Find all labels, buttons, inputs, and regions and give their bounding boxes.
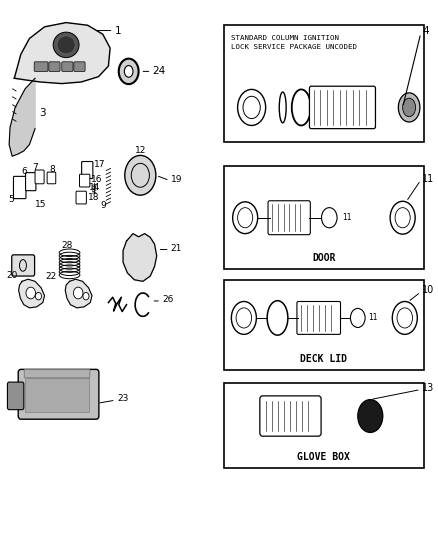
Text: 11: 11 bbox=[368, 313, 378, 322]
Text: 24: 24 bbox=[152, 67, 166, 76]
Text: 9: 9 bbox=[100, 201, 106, 210]
Text: 15: 15 bbox=[35, 200, 47, 209]
FancyBboxPatch shape bbox=[76, 191, 86, 204]
FancyBboxPatch shape bbox=[74, 62, 85, 71]
Polygon shape bbox=[65, 279, 92, 308]
Text: GLOVE BOX: GLOVE BOX bbox=[297, 451, 350, 462]
Text: 8: 8 bbox=[49, 165, 55, 174]
Polygon shape bbox=[14, 22, 110, 84]
FancyBboxPatch shape bbox=[25, 378, 89, 412]
Text: 6: 6 bbox=[21, 167, 27, 176]
FancyBboxPatch shape bbox=[18, 369, 99, 419]
FancyBboxPatch shape bbox=[297, 302, 340, 334]
Ellipse shape bbox=[53, 32, 79, 58]
Ellipse shape bbox=[74, 287, 83, 299]
Text: 1: 1 bbox=[115, 26, 121, 36]
Ellipse shape bbox=[26, 287, 35, 299]
Text: 13: 13 bbox=[422, 383, 434, 393]
Ellipse shape bbox=[83, 293, 89, 300]
Ellipse shape bbox=[35, 293, 42, 300]
Polygon shape bbox=[123, 233, 157, 281]
Text: 28: 28 bbox=[61, 241, 73, 251]
Text: 11: 11 bbox=[422, 174, 434, 184]
FancyBboxPatch shape bbox=[268, 201, 310, 235]
FancyBboxPatch shape bbox=[49, 62, 60, 71]
Ellipse shape bbox=[125, 156, 156, 195]
Text: 22: 22 bbox=[46, 272, 57, 281]
FancyBboxPatch shape bbox=[25, 173, 36, 191]
Text: DOOR: DOOR bbox=[312, 253, 336, 263]
Text: 18: 18 bbox=[88, 193, 99, 201]
FancyBboxPatch shape bbox=[7, 382, 24, 410]
Text: 7: 7 bbox=[32, 163, 38, 172]
Text: 19: 19 bbox=[170, 175, 182, 184]
FancyBboxPatch shape bbox=[24, 369, 90, 378]
Ellipse shape bbox=[358, 400, 383, 432]
Text: 5: 5 bbox=[8, 195, 14, 204]
FancyBboxPatch shape bbox=[34, 62, 48, 71]
FancyBboxPatch shape bbox=[35, 170, 44, 184]
Text: 17: 17 bbox=[94, 160, 106, 169]
FancyBboxPatch shape bbox=[14, 176, 26, 199]
FancyBboxPatch shape bbox=[260, 396, 321, 436]
FancyBboxPatch shape bbox=[223, 383, 424, 468]
Text: STANDARD COLUMN IGNITION: STANDARD COLUMN IGNITION bbox=[231, 35, 339, 41]
Text: 11: 11 bbox=[342, 213, 351, 222]
Ellipse shape bbox=[57, 36, 75, 54]
Polygon shape bbox=[19, 279, 45, 308]
FancyBboxPatch shape bbox=[223, 166, 424, 269]
Text: 4: 4 bbox=[422, 26, 429, 36]
Ellipse shape bbox=[403, 98, 416, 117]
Text: 10: 10 bbox=[422, 285, 434, 295]
FancyBboxPatch shape bbox=[12, 255, 35, 276]
FancyBboxPatch shape bbox=[223, 280, 424, 370]
Ellipse shape bbox=[124, 66, 133, 77]
FancyBboxPatch shape bbox=[79, 174, 90, 187]
FancyBboxPatch shape bbox=[62, 62, 73, 71]
Text: 14: 14 bbox=[89, 183, 100, 192]
Text: 26: 26 bbox=[162, 295, 173, 304]
Text: 20: 20 bbox=[7, 271, 18, 280]
FancyBboxPatch shape bbox=[310, 86, 375, 128]
FancyBboxPatch shape bbox=[81, 161, 93, 179]
Text: 21: 21 bbox=[170, 244, 182, 253]
Text: LOCK SERVICE PACKAGE UNCODED: LOCK SERVICE PACKAGE UNCODED bbox=[231, 44, 357, 50]
Ellipse shape bbox=[398, 93, 420, 122]
Text: DECK LID: DECK LID bbox=[300, 353, 347, 364]
Text: 12: 12 bbox=[134, 146, 146, 155]
Polygon shape bbox=[9, 78, 35, 156]
Ellipse shape bbox=[119, 59, 138, 84]
Text: 23: 23 bbox=[117, 394, 128, 403]
FancyBboxPatch shape bbox=[47, 172, 56, 184]
Text: 3: 3 bbox=[39, 108, 46, 118]
FancyBboxPatch shape bbox=[223, 25, 424, 142]
Text: 16: 16 bbox=[91, 175, 102, 184]
